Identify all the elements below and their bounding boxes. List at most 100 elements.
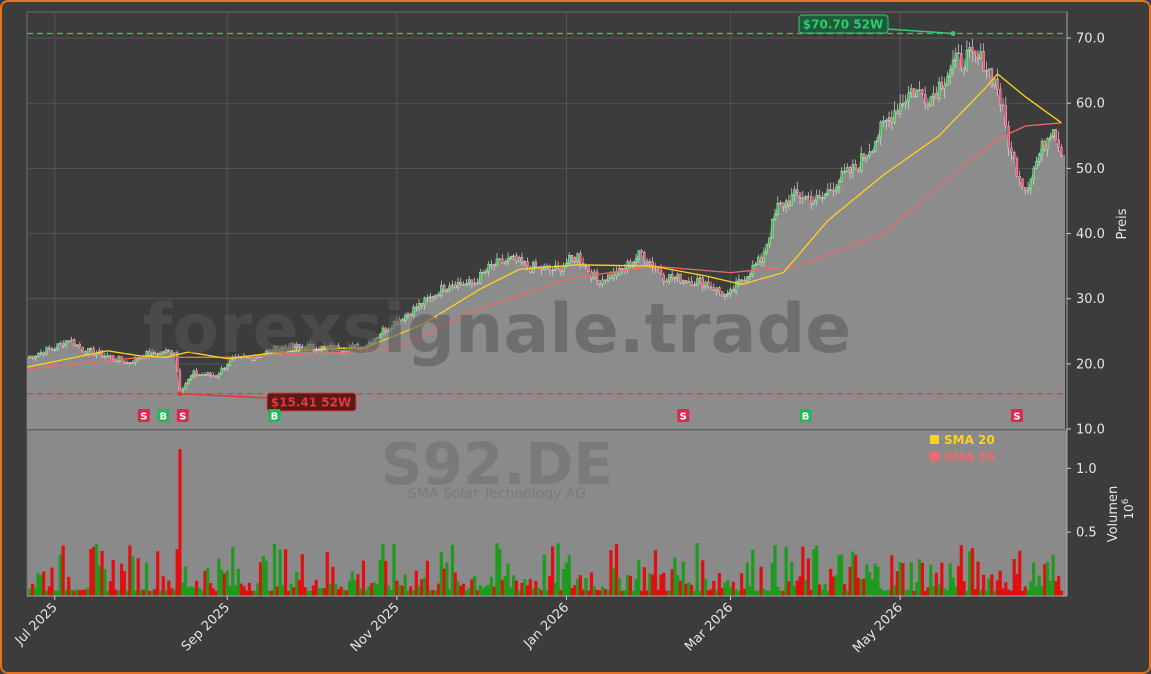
candle-body <box>1007 126 1010 149</box>
volume-bar <box>567 555 571 596</box>
candle-body <box>843 170 846 173</box>
volume-bar <box>131 556 135 596</box>
volume-bar <box>158 590 163 596</box>
volume-bar <box>395 580 399 596</box>
signal-label: B <box>802 412 810 423</box>
volume-bar <box>642 567 646 596</box>
candle-body <box>640 250 643 253</box>
volume-bar <box>69 589 74 596</box>
volume-bar <box>870 579 874 596</box>
volume-bar <box>489 576 493 596</box>
volume-bar <box>564 562 569 596</box>
volume-bar <box>261 556 265 596</box>
volume-bar <box>862 578 866 596</box>
volume-bar <box>1018 550 1022 596</box>
candle-body <box>290 343 293 351</box>
candle-body <box>379 334 382 338</box>
volume-bar <box>695 543 699 596</box>
volume-bar <box>281 584 285 596</box>
candle-body <box>1060 147 1063 156</box>
volume-bar <box>603 589 607 596</box>
volume-bar <box>478 585 482 596</box>
volume-bar <box>342 589 346 596</box>
volume-bar <box>867 571 872 596</box>
candle-body <box>1043 141 1046 150</box>
volume-bar <box>222 573 227 596</box>
candle-body <box>601 279 604 285</box>
volume-bar <box>278 549 282 596</box>
volume-bar <box>361 560 366 596</box>
volume-bar <box>186 587 190 596</box>
candle-body <box>531 262 535 273</box>
candle-body <box>523 261 526 263</box>
candle-body <box>846 167 849 172</box>
volume-bar <box>406 590 410 596</box>
candle-body <box>651 261 654 268</box>
candle-body <box>78 344 81 348</box>
volume-bar <box>1026 589 1030 596</box>
candle-body <box>796 189 799 193</box>
volume-bar <box>181 582 185 596</box>
volume-bar <box>834 575 838 596</box>
volume-bar <box>1015 573 1019 596</box>
volume-bar <box>628 575 633 596</box>
candle-body <box>295 344 298 348</box>
volume-bar <box>286 590 290 596</box>
candle-body <box>604 279 607 282</box>
volume-bar <box>740 573 744 596</box>
candle-body <box>220 367 223 375</box>
volume-bar <box>701 560 705 596</box>
candle-body <box>331 345 335 351</box>
candle-body <box>1018 176 1021 180</box>
candle-body <box>946 76 949 86</box>
volume-bar <box>475 590 480 596</box>
volume-bar <box>1048 580 1052 596</box>
volume-bar <box>667 590 671 596</box>
volume-bar <box>400 585 405 596</box>
volume-bar <box>183 566 188 596</box>
candle-body <box>515 255 518 262</box>
candle-body <box>340 350 343 352</box>
high-52w-point <box>950 31 956 37</box>
volume-bar <box>815 545 819 596</box>
volume-bar <box>970 548 975 596</box>
volume-bar <box>589 572 594 596</box>
candle-body <box>309 343 312 346</box>
price-tick-label: 20.0 <box>1076 357 1105 372</box>
candle-body <box>851 164 855 174</box>
volume-bar <box>840 554 844 596</box>
candle-body <box>949 69 952 77</box>
volume-bar <box>270 590 274 596</box>
volume-bar <box>637 560 641 596</box>
volume-bar <box>687 582 691 596</box>
candle-body <box>48 347 51 350</box>
candle-body <box>323 345 326 348</box>
volume-bar <box>503 575 507 596</box>
volume-bar <box>753 590 758 596</box>
volume-bar <box>692 590 696 596</box>
volume-bar <box>528 578 532 596</box>
candle-body <box>281 346 284 349</box>
candle-body <box>698 277 702 280</box>
volume-bar <box>253 590 257 596</box>
candle-body <box>451 284 454 286</box>
candle-body <box>823 193 827 198</box>
candle-body <box>798 192 802 198</box>
candle-body <box>506 258 510 262</box>
volume-bar <box>737 590 741 596</box>
volume-bar <box>931 586 936 596</box>
candle-body <box>223 367 226 370</box>
candle-body <box>732 289 735 292</box>
candle-body <box>184 383 187 390</box>
volume-bar <box>678 580 683 596</box>
candle-body <box>684 280 688 283</box>
volume-bar <box>598 590 602 596</box>
candle-body <box>982 51 985 72</box>
volume-bar <box>915 582 919 596</box>
volume-bar <box>895 571 899 596</box>
candles <box>28 38 1063 394</box>
volume-bar <box>684 583 688 596</box>
volume-bar <box>103 569 107 596</box>
candle-body <box>840 170 843 182</box>
volume-bar <box>42 571 46 596</box>
